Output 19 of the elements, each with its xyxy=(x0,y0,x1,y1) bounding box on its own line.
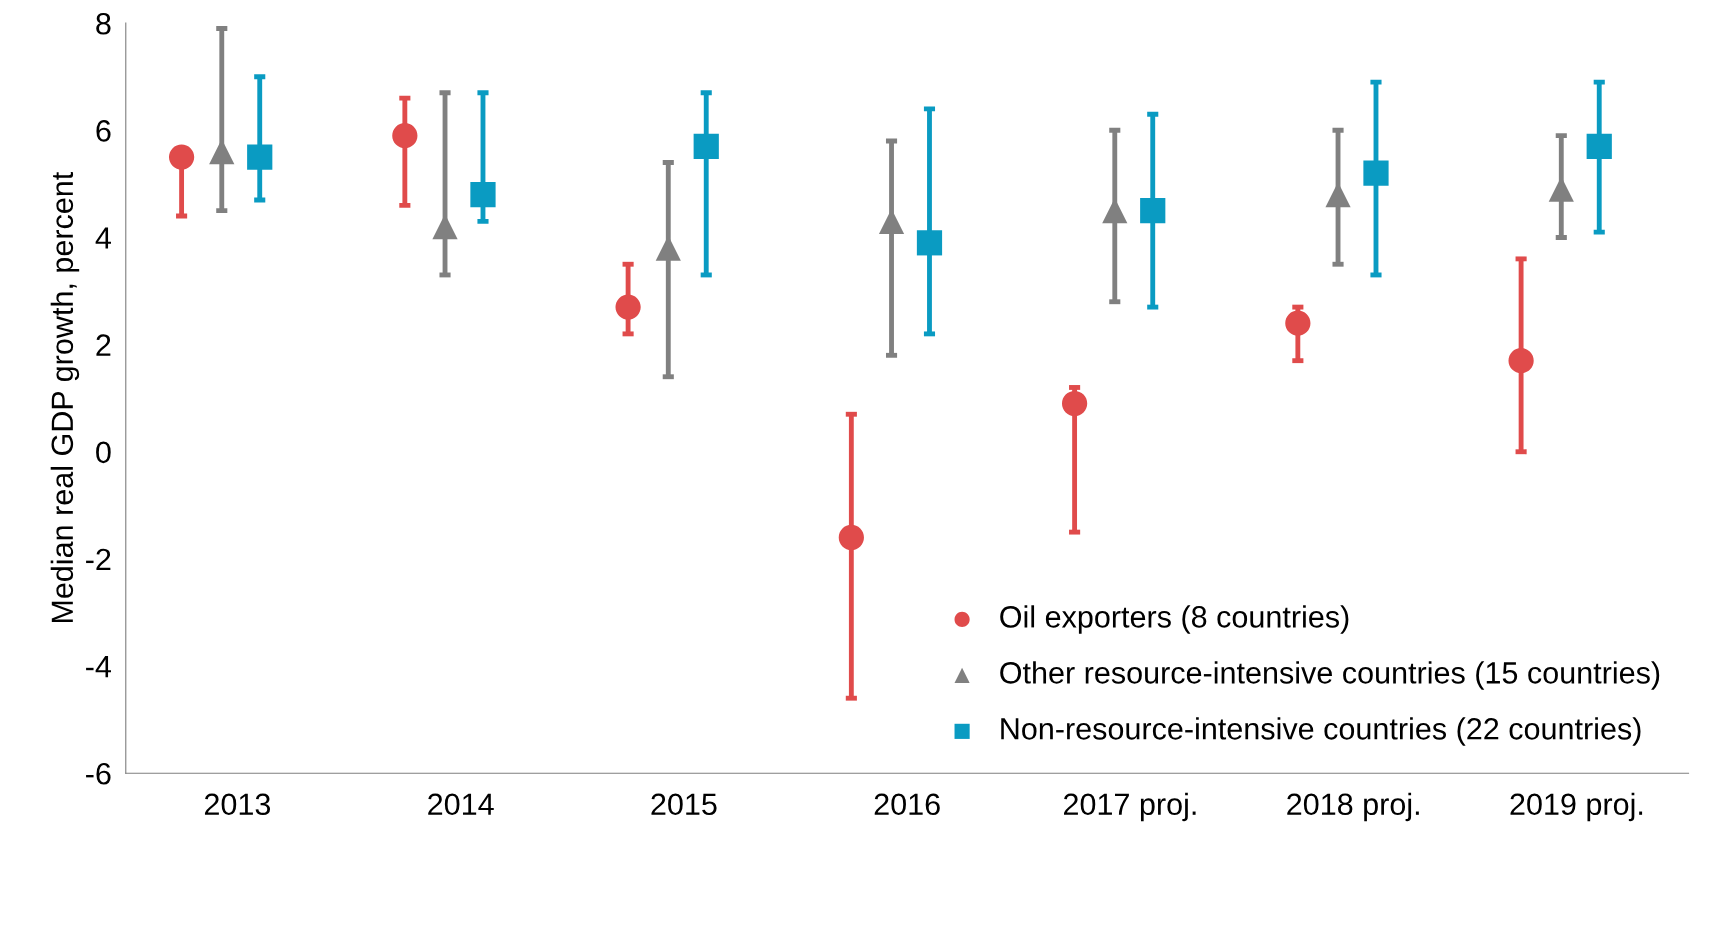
x-tick-label: 2013 xyxy=(204,793,271,816)
legend-label: Oil exporters (8 countries) xyxy=(1000,605,1349,634)
y-tick-label: 4 xyxy=(95,227,111,249)
legend-label: Other resource-intensive countries (15 countries) xyxy=(1000,661,1660,690)
x-tick-label: 2017 proj. xyxy=(1064,792,1196,822)
x-tick-label: 2019 proj. xyxy=(1510,792,1643,822)
y-tick-label: -4 xyxy=(86,656,111,678)
y-tick-label: 2 xyxy=(96,334,111,356)
y-tick-label: -2 xyxy=(86,548,111,570)
y-tick-label: 6 xyxy=(96,120,111,142)
y-axis-title: Median real GDP growth, percent xyxy=(50,171,80,623)
x-tick-label: 2015 xyxy=(651,793,717,816)
legend-label: Non-resource-intensive countries (22 countries) xyxy=(1001,717,1641,746)
x-tick-label: 2018 proj. xyxy=(1287,792,1419,822)
x-tick-label: 2014 xyxy=(428,793,494,816)
y-tick-label: -6 xyxy=(86,762,111,785)
x-tick-label: 2016 xyxy=(874,793,940,816)
y-tick-label: 0 xyxy=(96,441,111,464)
y-tick-label: 8 xyxy=(96,12,111,35)
